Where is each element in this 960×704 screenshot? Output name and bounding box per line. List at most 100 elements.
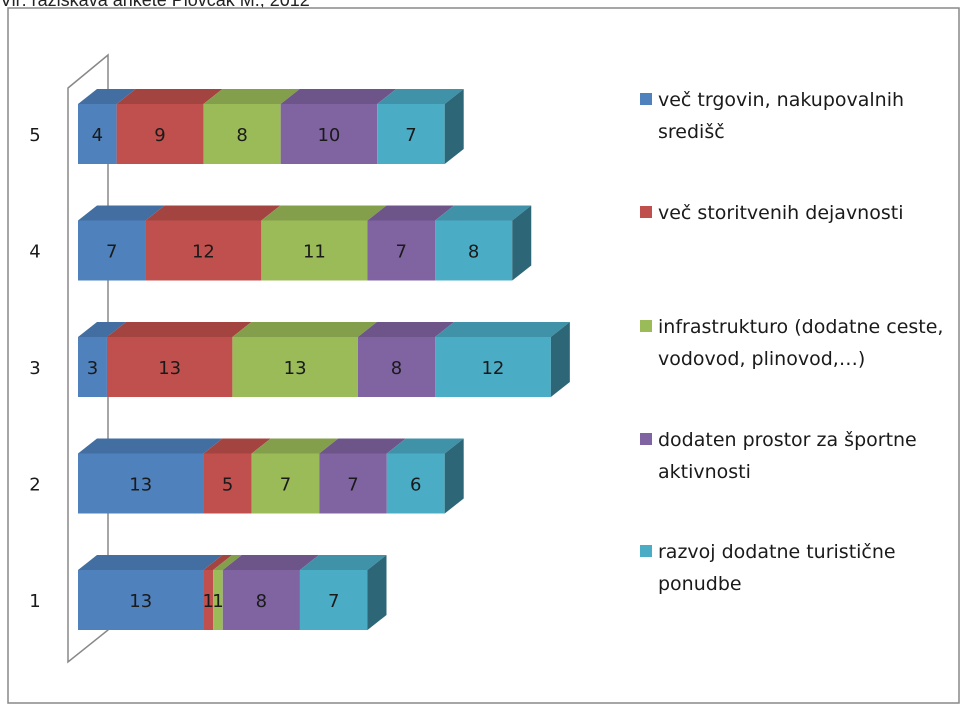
source-note: Vir: raziskava ankete Plovčak M., 2012: [0, 0, 310, 10]
bar-top: [78, 89, 136, 104]
bar-segment: [203, 570, 214, 630]
bar-side: [512, 205, 532, 281]
bar-top: [222, 555, 319, 570]
bar-top: [435, 205, 532, 221]
legend-swatch: [640, 433, 652, 445]
bar-top: [78, 322, 126, 337]
value-label: 13: [158, 358, 181, 379]
value-label: 3: [87, 358, 98, 379]
value-label: 7: [280, 475, 291, 496]
legend-label: infrastrukturo (dodatne ceste, vodovod, …: [658, 316, 944, 370]
bar-top: [203, 438, 271, 454]
value-label: 6: [410, 475, 421, 496]
bar-top: [435, 322, 570, 337]
bar-segment: [78, 220, 146, 281]
bar-top: [145, 205, 281, 221]
value-label: 12: [192, 242, 215, 263]
bar-segment: [280, 104, 378, 164]
bar-side: [444, 438, 464, 514]
legend-swatch: [640, 545, 652, 557]
value-label: 5: [222, 475, 233, 496]
bar-segment: [78, 453, 204, 514]
bar-top: [106, 322, 252, 337]
value-label: 13: [129, 475, 152, 496]
value-label: 12: [481, 358, 504, 379]
bar-top: [232, 322, 377, 337]
legend-entry: več trgovin, nakupovalnih središč: [640, 84, 950, 148]
legend-label: več storitvenih dejavnosti: [658, 202, 904, 224]
bar-segment: [222, 570, 300, 630]
bar-top: [203, 555, 233, 570]
legend-entry: več storitvenih dejavnosti: [640, 197, 950, 229]
legend-swatch: [640, 206, 652, 218]
value-label: 7: [347, 475, 358, 496]
category-label: 2: [29, 475, 40, 496]
value-label: 7: [328, 591, 339, 612]
bar-segment: [232, 337, 358, 397]
bar-segment: [78, 104, 117, 164]
bar-segment: [213, 570, 223, 630]
bar-side: [444, 89, 464, 164]
bar-segment: [435, 337, 551, 397]
bar-segment: [78, 570, 204, 630]
bar-top: [377, 89, 464, 104]
bar-segment: [357, 337, 436, 397]
legend-label: dodaten prostor za športne aktivnosti: [658, 429, 917, 483]
value-label: 7: [405, 125, 416, 146]
category-label: 3: [29, 358, 40, 379]
legend-label: razvoj dodatne turistične ponudbe: [658, 541, 896, 595]
value-label: 8: [256, 591, 267, 612]
value-label: 1: [203, 591, 214, 612]
bar-top: [357, 322, 455, 337]
bar-segment: [203, 453, 252, 514]
value-label: 13: [129, 591, 152, 612]
bar-top: [251, 438, 339, 454]
bar-top: [78, 205, 165, 221]
bar-segment: [203, 104, 281, 164]
frame: [7, 7, 960, 704]
bar-segment: [116, 104, 204, 164]
bar-top: [261, 205, 387, 221]
value-label: 8: [391, 358, 402, 379]
bar-segment: [367, 220, 436, 281]
legend-swatch: [640, 320, 652, 332]
bar-top: [203, 89, 300, 104]
value-label: 8: [236, 125, 247, 146]
bar-top: [280, 89, 397, 104]
bar-segment: [435, 220, 513, 281]
bar-segment: [251, 453, 320, 514]
bar-top: [78, 555, 223, 570]
legend-entry: infrastrukturo (dodatne ceste, vodovod, …: [640, 311, 950, 375]
category-label: 5: [29, 125, 40, 146]
value-label: 4: [92, 125, 103, 146]
legend-label: več trgovin, nakupovalnih središč: [658, 89, 905, 143]
bar-top: [78, 438, 223, 454]
bar-top: [319, 438, 406, 454]
bar-segment: [299, 570, 368, 630]
value-label: 10: [317, 125, 340, 146]
legend-entry: razvoj dodatne turistične ponudbe: [640, 536, 950, 600]
value-label: 7: [396, 242, 407, 263]
bar-segment: [319, 453, 387, 514]
bar-side: [367, 555, 387, 630]
category-label: 1: [29, 591, 40, 612]
value-label: 8: [468, 242, 479, 263]
value-label: 7: [106, 242, 117, 263]
value-label: 9: [154, 125, 165, 146]
bar-side: [550, 322, 570, 397]
value-label: 1: [212, 591, 223, 612]
bar-segment: [145, 220, 262, 281]
bar-segment: [386, 453, 445, 514]
legend-entry: dodaten prostor za športne aktivnosti: [640, 424, 950, 488]
bar-top: [213, 555, 242, 570]
bar-top: [367, 205, 455, 221]
value-label: 13: [284, 358, 307, 379]
bar-top: [116, 89, 223, 104]
category-label: 4: [29, 242, 40, 263]
value-label: 11: [303, 242, 326, 263]
bar-segment: [78, 337, 107, 397]
bar-segment: [261, 220, 368, 281]
bar-top: [386, 438, 464, 454]
